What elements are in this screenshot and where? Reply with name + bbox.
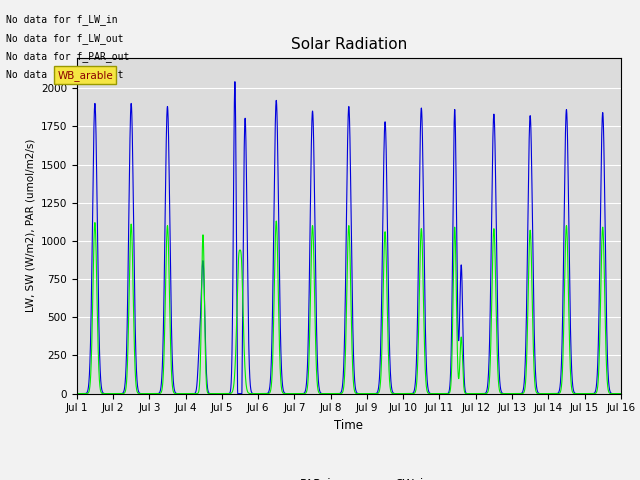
Y-axis label: LW, SW (W/m2), PAR (umol/m2/s): LW, SW (W/m2), PAR (umol/m2/s) (25, 139, 35, 312)
Text: No data for f_PAR_out: No data for f_PAR_out (6, 51, 130, 62)
X-axis label: Time: Time (334, 419, 364, 432)
Title: Solar Radiation: Solar Radiation (291, 37, 407, 52)
Text: WB_arable: WB_arable (58, 70, 113, 81)
Text: No data for f_LW_in: No data for f_LW_in (6, 14, 118, 25)
Legend: PAR_in, SW_in: PAR_in, SW_in (262, 473, 436, 480)
Text: No data for f_SW_out: No data for f_SW_out (6, 69, 124, 80)
Text: No data for f_LW_out: No data for f_LW_out (6, 33, 124, 44)
